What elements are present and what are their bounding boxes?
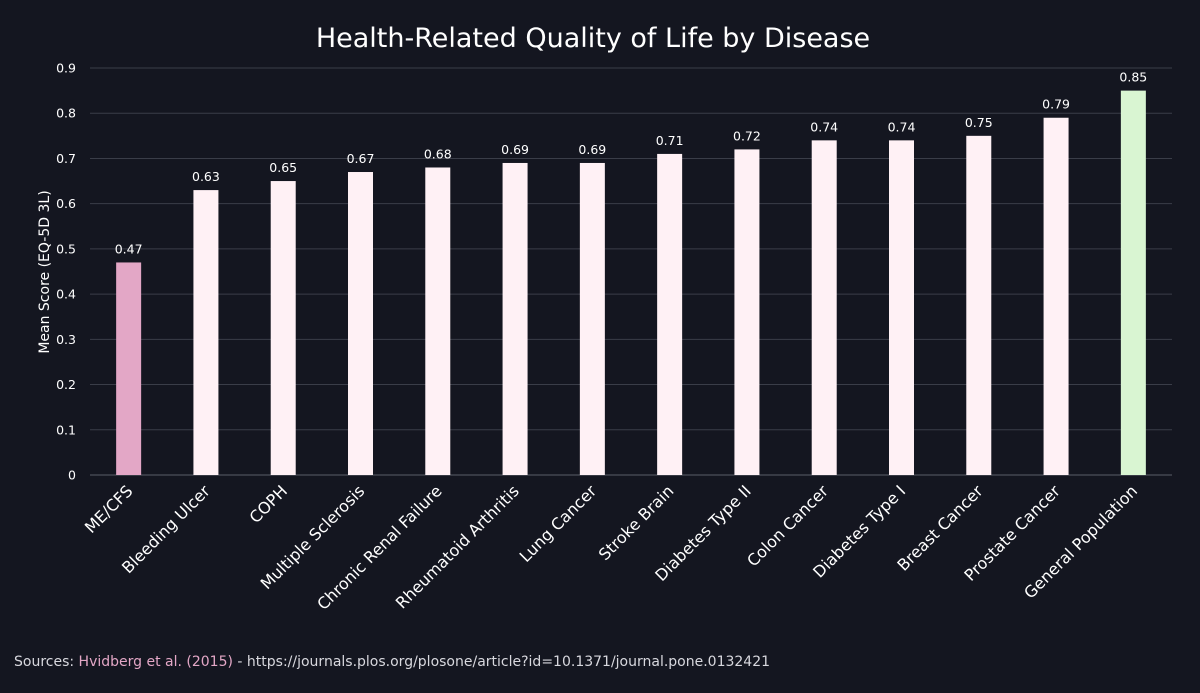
data-label: 0.69 — [578, 142, 606, 157]
data-label: 0.74 — [810, 119, 838, 134]
y-tick-label: 0.1 — [56, 422, 76, 437]
x-tick-label: Stroke Brain — [595, 481, 678, 564]
data-label: 0.71 — [656, 133, 684, 148]
y-tick-label: 0.8 — [56, 106, 76, 121]
bar — [1043, 117, 1069, 475]
y-axis-ticks: 0 0.1 0.2 0.3 0.4 0.5 0.6 0.7 0.8 0.9 — [56, 61, 76, 483]
data-label: 0.68 — [424, 146, 452, 161]
y-axis-label: Mean Score (EQ-5D 3L) — [37, 190, 53, 353]
y-tick-label: 0.7 — [56, 151, 76, 166]
bar — [348, 172, 373, 475]
bar — [193, 190, 219, 475]
source-prefix: Sources: — [14, 654, 79, 670]
bars — [116, 90, 1146, 476]
data-labels: 0.47 0.63 0.65 0.67 0.68 0.69 0.69 0.71 0.72 0.74… — [115, 70, 1148, 257]
bar — [734, 149, 760, 475]
y-tick-label: 0.9 — [56, 61, 76, 76]
data-label: 0.47 — [115, 241, 143, 256]
data-label: 0.67 — [347, 151, 375, 166]
bar — [579, 162, 605, 475]
bar — [502, 162, 528, 475]
y-tick-label: 0.5 — [56, 241, 76, 256]
y-tick-label: 0.6 — [56, 196, 76, 211]
data-label: 0.65 — [269, 160, 297, 175]
y-tick-label: 0.3 — [56, 332, 76, 347]
bar — [116, 262, 142, 475]
bar — [270, 181, 296, 476]
bar — [889, 140, 914, 475]
data-label: 0.63 — [192, 169, 220, 184]
x-tick-label: Colon Cancer — [743, 481, 832, 570]
bar — [425, 167, 451, 475]
source-citation[interactable]: Hvidberg et al. (2015) — [78, 654, 233, 670]
source-url[interactable]: - https://journals.plos.org/plosone/arti… — [232, 654, 771, 670]
bar — [966, 135, 992, 476]
gridlines — [90, 67, 1172, 476]
data-label: 0.74 — [888, 119, 916, 134]
data-label: 0.75 — [965, 115, 993, 130]
data-label: 0.69 — [501, 142, 529, 157]
y-tick-label: 0.4 — [56, 287, 76, 302]
bar — [657, 153, 683, 475]
bar — [1120, 90, 1146, 475]
x-tick-label: Chronic Renal Failure — [313, 481, 445, 613]
x-tick-label: ME/CFS — [81, 481, 137, 537]
data-label: 0.72 — [733, 128, 761, 143]
chart-title: Health-Related Quality of Life by Diseas… — [316, 23, 870, 54]
x-tick-label: Lung Cancer — [516, 481, 601, 566]
source-footer: Sources: Hvidberg et al. (2015) - https:… — [14, 654, 770, 670]
data-label: 0.79 — [1042, 97, 1070, 112]
bar — [811, 140, 837, 475]
y-tick-label: 0.2 — [56, 377, 76, 392]
x-tick-label: COPH — [245, 481, 291, 527]
y-tick-label: 0 — [68, 468, 76, 483]
data-label: 0.85 — [1119, 70, 1147, 85]
